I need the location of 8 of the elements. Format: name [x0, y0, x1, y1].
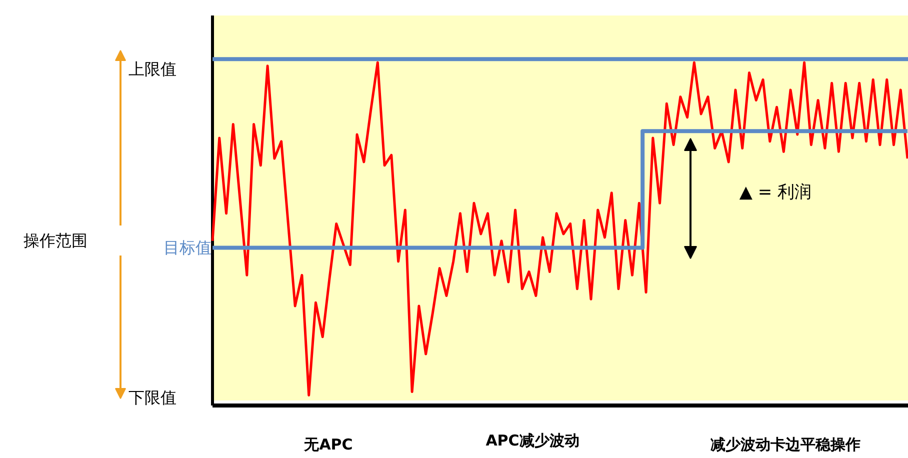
- text: 减少波动卡边平稳操作: [710, 436, 860, 454]
- text: 操作范围: [24, 231, 88, 250]
- text: APC减少波动: [486, 432, 580, 450]
- series-label: 目标值: [164, 238, 212, 258]
- ref-line-label: 下限值: [128, 388, 176, 407]
- text: 无APC: [303, 436, 353, 454]
- ref-line-label: 上限值: [128, 60, 176, 79]
- annotation: ▲ = 利润: [739, 182, 812, 202]
